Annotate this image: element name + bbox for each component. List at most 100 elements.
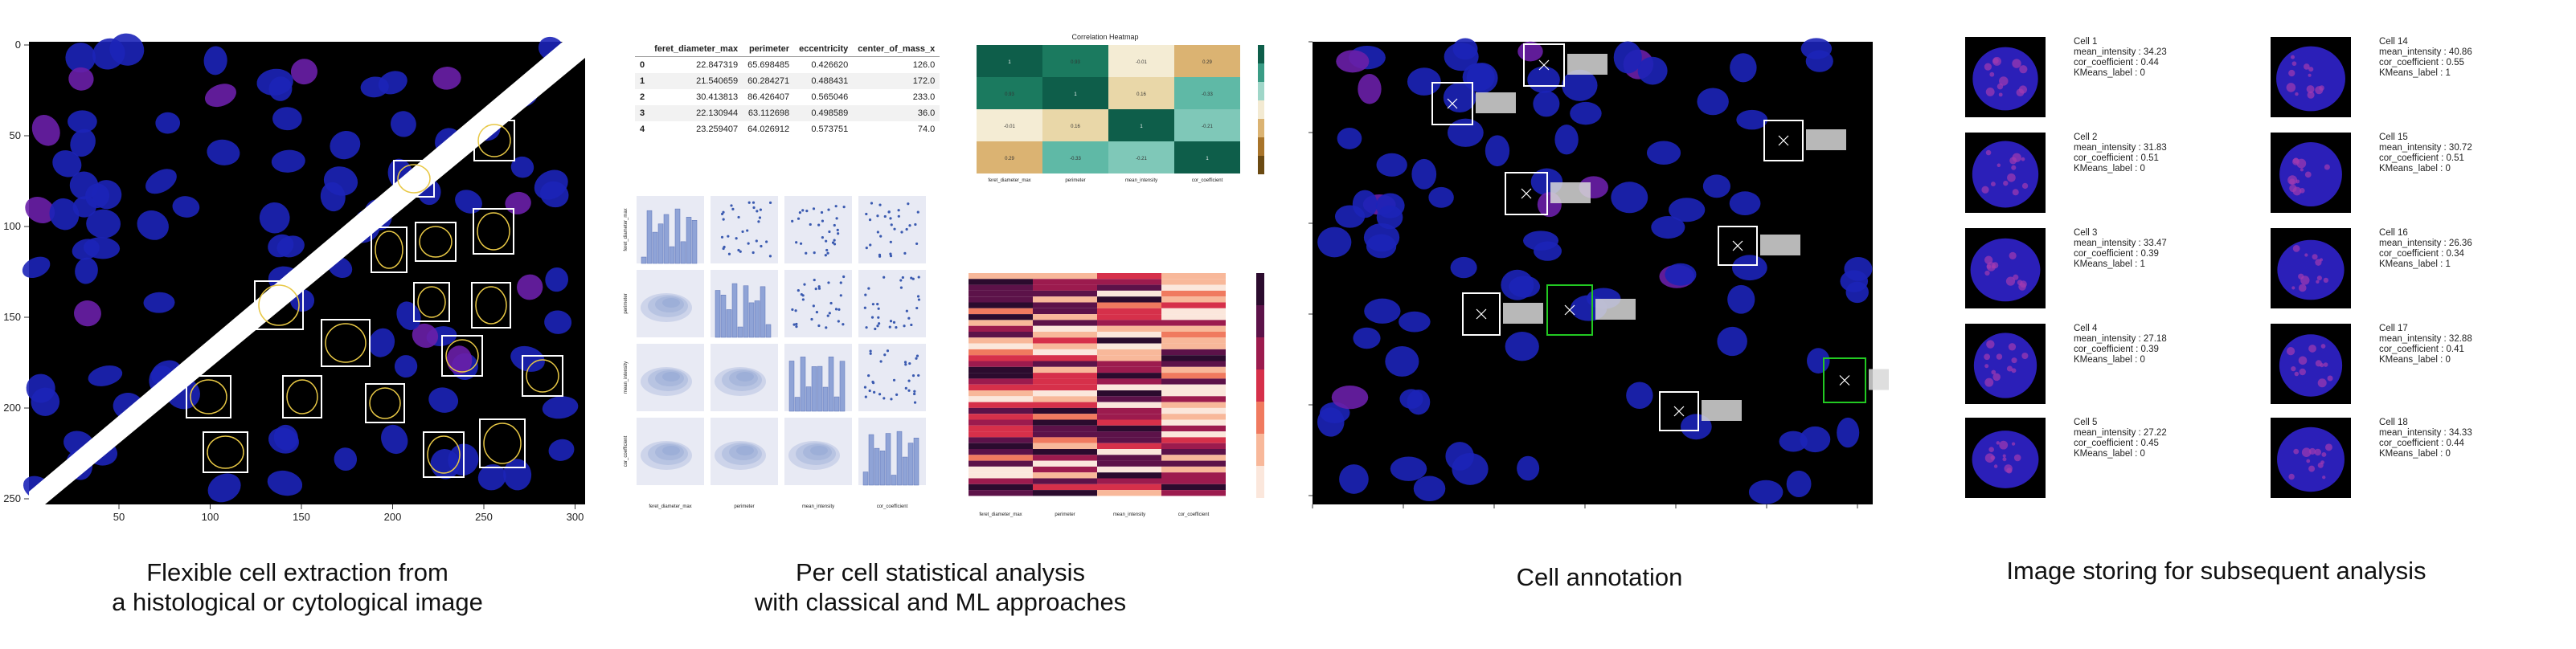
scatter-point xyxy=(908,224,911,227)
nucleus xyxy=(1358,74,1382,104)
kde-contour xyxy=(662,372,680,382)
nucleus xyxy=(477,463,506,491)
cluster-cell xyxy=(1161,355,1226,361)
cluster-cell xyxy=(969,337,1033,344)
scatter-point xyxy=(842,323,845,326)
chromatin-spot xyxy=(2012,59,2021,68)
cluster-cell xyxy=(1097,478,1161,484)
scatter-point xyxy=(722,247,725,251)
scatter-point xyxy=(825,248,829,252)
nucleus xyxy=(1523,231,1559,251)
chromatin-spot xyxy=(1984,270,1990,276)
cluster-cell xyxy=(1033,366,1097,373)
heatmap-value: -0.21 xyxy=(1202,124,1213,129)
nucleus xyxy=(1646,141,1681,165)
hist-bar xyxy=(737,326,743,338)
cluster-cell xyxy=(1097,437,1161,443)
table-cell: 60.284271 xyxy=(743,73,795,89)
pair-subplot xyxy=(711,270,778,337)
cluster-cell xyxy=(1097,366,1161,373)
scatter-point xyxy=(833,243,837,246)
stored-cell-card: Cell 15 mean_intensity : 30.72 cor_coeffic… xyxy=(2271,133,2560,221)
stored-cell-kmeans: KMeans_label : 0 xyxy=(2074,449,2145,459)
cluster-cell xyxy=(1033,460,1097,467)
kde-contour xyxy=(648,443,688,465)
features-table: feret_diameter_max perimeter eccentricity c… xyxy=(635,42,940,137)
heatmap-value: 0.16 xyxy=(1136,92,1146,97)
kde-contour xyxy=(715,441,766,470)
hist-bar xyxy=(828,357,834,412)
nucleus xyxy=(446,345,473,374)
chromatin-spot xyxy=(2002,454,2006,458)
scatter-point xyxy=(752,206,756,210)
nucleus xyxy=(145,169,177,194)
nucleus xyxy=(334,447,358,471)
nucleus xyxy=(1702,174,1731,198)
scatter-point xyxy=(805,251,808,255)
table-header-cell: center_of_mass_x xyxy=(853,42,940,57)
cluster-cell xyxy=(1033,431,1097,438)
cluster-cell xyxy=(1033,455,1097,461)
stored-cell-mean-intensity: mean_intensity : 34.33 xyxy=(2379,428,2472,438)
stored-cell-cor: cor_coefficient : 0.44 xyxy=(2379,439,2464,448)
x-tick-label: 300 xyxy=(567,511,584,523)
stored-cell-kmeans: KMeans_label : 0 xyxy=(2074,355,2145,365)
hist-bar xyxy=(879,451,886,486)
scatter-point xyxy=(878,203,882,206)
cell-extraction-panel: 50 100 150 200 250 300 0 50 100 150 200 250 Flexib… xyxy=(0,0,611,616)
scatter-point xyxy=(817,287,821,290)
hist-bar xyxy=(788,361,795,412)
chromatin-spot xyxy=(1986,340,1995,349)
hist-bar xyxy=(765,324,772,338)
chromatin-spot xyxy=(1984,453,1995,463)
cluster-cell xyxy=(969,378,1033,385)
heatmap-value: 0.93 xyxy=(1005,92,1014,97)
scatter-point xyxy=(913,390,916,393)
stored-cell-name: Cell 4 xyxy=(2074,324,2098,333)
cell-contour xyxy=(258,284,300,326)
nucleus xyxy=(68,67,94,91)
nucleus xyxy=(172,196,200,218)
cluster-cell xyxy=(969,314,1033,320)
scatter-point xyxy=(747,201,751,204)
cluster-cell xyxy=(1033,332,1097,338)
scatter-point xyxy=(837,320,840,323)
cluster-cell xyxy=(1033,396,1097,402)
scatter-point xyxy=(797,288,800,292)
cluster-cell xyxy=(1097,308,1161,315)
scatter-point xyxy=(747,242,750,245)
cluster-cell xyxy=(1097,314,1161,320)
center-marker xyxy=(1538,59,1550,71)
table-cell: 63.112698 xyxy=(743,105,795,121)
scatter-point xyxy=(842,275,846,279)
scatter-point xyxy=(879,235,883,238)
nucleus xyxy=(65,43,96,73)
extraction-box xyxy=(423,431,465,478)
cluster-cell xyxy=(969,455,1033,461)
scatter-point xyxy=(876,231,879,234)
nucleus xyxy=(1411,158,1437,190)
table-cell: 0.498589 xyxy=(794,105,854,121)
colorbar-segment xyxy=(1256,402,1264,434)
cluster-cell xyxy=(1161,325,1226,332)
scatter-point xyxy=(876,214,879,218)
pair-subplot xyxy=(711,196,778,263)
annotation-box xyxy=(1763,120,1804,161)
table-cell: 64.026912 xyxy=(747,124,790,134)
scatter-point xyxy=(824,254,827,257)
scatter-point xyxy=(814,288,817,291)
stored-cell-kmeans: KMeans_label : 1 xyxy=(2074,259,2145,269)
pair-y-label: mean_intensity xyxy=(624,361,629,394)
kde-contour xyxy=(722,443,762,465)
hist-bar xyxy=(902,456,908,486)
cluster-cell xyxy=(1161,361,1226,367)
chromatin-spot xyxy=(2009,251,2017,259)
nucleus xyxy=(1727,284,1755,314)
scatter-point xyxy=(817,223,821,227)
chromatin-spot xyxy=(2002,457,2007,462)
nucleus xyxy=(1336,50,1370,73)
y-tick-label: 100 xyxy=(3,220,21,232)
nucleus xyxy=(1445,442,1474,471)
scatter-point xyxy=(827,281,830,284)
stored-cell-cor: cor_coefficient : 0.45 xyxy=(2074,439,2159,448)
